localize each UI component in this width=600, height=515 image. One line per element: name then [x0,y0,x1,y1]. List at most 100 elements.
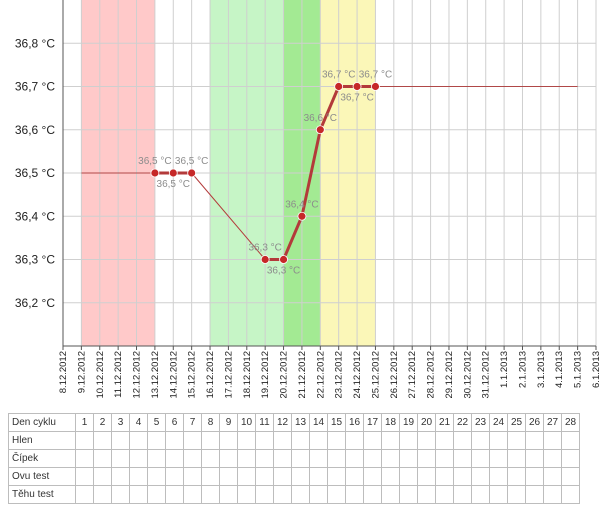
table-cell[interactable] [345,449,364,468]
table-cell[interactable] [291,431,310,450]
table-cell[interactable] [489,485,508,504]
table-cell[interactable] [345,431,364,450]
table-cell[interactable] [93,431,112,450]
table-cell[interactable] [219,467,238,486]
table-cell[interactable] [363,431,382,450]
table-cell[interactable] [471,431,490,450]
table-cell[interactable] [453,467,472,486]
table-cell[interactable] [381,485,400,504]
table-cell[interactable] [561,467,580,486]
table-cell[interactable] [489,431,508,450]
table-cell[interactable] [417,431,436,450]
table-cell[interactable] [345,485,364,504]
table-cell[interactable] [489,467,508,486]
table-cell[interactable] [201,449,220,468]
table-cell[interactable] [183,431,202,450]
table-cell[interactable] [165,431,184,450]
table-cell[interactable] [165,467,184,486]
table-cell[interactable] [273,449,292,468]
table-cell[interactable] [435,485,454,504]
table-cell[interactable] [327,449,346,468]
table-cell[interactable] [543,431,562,450]
table-cell[interactable] [561,485,580,504]
table-cell[interactable] [111,467,130,486]
table-cell[interactable] [237,449,256,468]
table-cell[interactable] [435,467,454,486]
table-cell[interactable] [381,431,400,450]
table-cell[interactable] [471,449,490,468]
table-cell[interactable] [507,449,526,468]
table-cell[interactable] [525,485,544,504]
table-cell[interactable] [111,485,130,504]
table-cell[interactable] [273,485,292,504]
table-cell[interactable] [363,449,382,468]
table-cell[interactable] [525,431,544,450]
table-cell[interactable] [129,485,148,504]
table-cell[interactable] [201,431,220,450]
table-cell[interactable] [201,485,220,504]
table-cell[interactable] [75,485,94,504]
table-cell[interactable] [309,449,328,468]
table-cell[interactable] [525,449,544,468]
table-cell[interactable] [381,449,400,468]
table-cell[interactable] [129,431,148,450]
table-cell[interactable] [219,431,238,450]
table-cell[interactable] [165,485,184,504]
table-cell[interactable] [183,485,202,504]
table-cell[interactable] [165,449,184,468]
table-cell[interactable] [129,449,148,468]
table-cell[interactable] [417,485,436,504]
table-cell[interactable] [543,467,562,486]
table-cell[interactable] [471,467,490,486]
table-cell[interactable] [147,467,166,486]
table-cell[interactable] [453,431,472,450]
table-cell[interactable] [129,467,148,486]
table-cell[interactable] [435,449,454,468]
table-cell[interactable] [543,485,562,504]
table-cell[interactable] [75,431,94,450]
table-cell[interactable] [237,467,256,486]
table-cell[interactable] [201,467,220,486]
table-cell[interactable] [147,485,166,504]
table-cell[interactable] [399,485,418,504]
table-cell[interactable] [327,485,346,504]
table-cell[interactable] [255,431,274,450]
table-cell[interactable] [471,485,490,504]
table-cell[interactable] [219,485,238,504]
table-cell[interactable] [237,485,256,504]
table-cell[interactable] [363,467,382,486]
table-cell[interactable] [543,449,562,468]
table-cell[interactable] [219,449,238,468]
table-cell[interactable] [273,467,292,486]
table-cell[interactable] [561,431,580,450]
table-cell[interactable] [255,467,274,486]
table-cell[interactable] [183,449,202,468]
table-cell[interactable] [291,467,310,486]
table-cell[interactable] [417,467,436,486]
table-cell[interactable] [399,467,418,486]
table-cell[interactable] [417,449,436,468]
table-cell[interactable] [183,467,202,486]
table-cell[interactable] [525,467,544,486]
table-cell[interactable] [237,431,256,450]
table-cell[interactable] [435,431,454,450]
table-cell[interactable] [309,467,328,486]
table-cell[interactable] [93,449,112,468]
table-cell[interactable] [93,485,112,504]
table-cell[interactable] [507,485,526,504]
table-cell[interactable] [291,485,310,504]
table-cell[interactable] [75,467,94,486]
table-cell[interactable] [273,431,292,450]
table-cell[interactable] [399,431,418,450]
table-cell[interactable] [147,449,166,468]
table-cell[interactable] [255,449,274,468]
table-cell[interactable] [255,485,274,504]
table-cell[interactable] [327,431,346,450]
table-cell[interactable] [93,467,112,486]
table-cell[interactable] [345,467,364,486]
table-cell[interactable] [147,431,166,450]
table-cell[interactable] [453,449,472,468]
table-cell[interactable] [75,449,94,468]
table-cell[interactable] [111,449,130,468]
table-cell[interactable] [561,449,580,468]
